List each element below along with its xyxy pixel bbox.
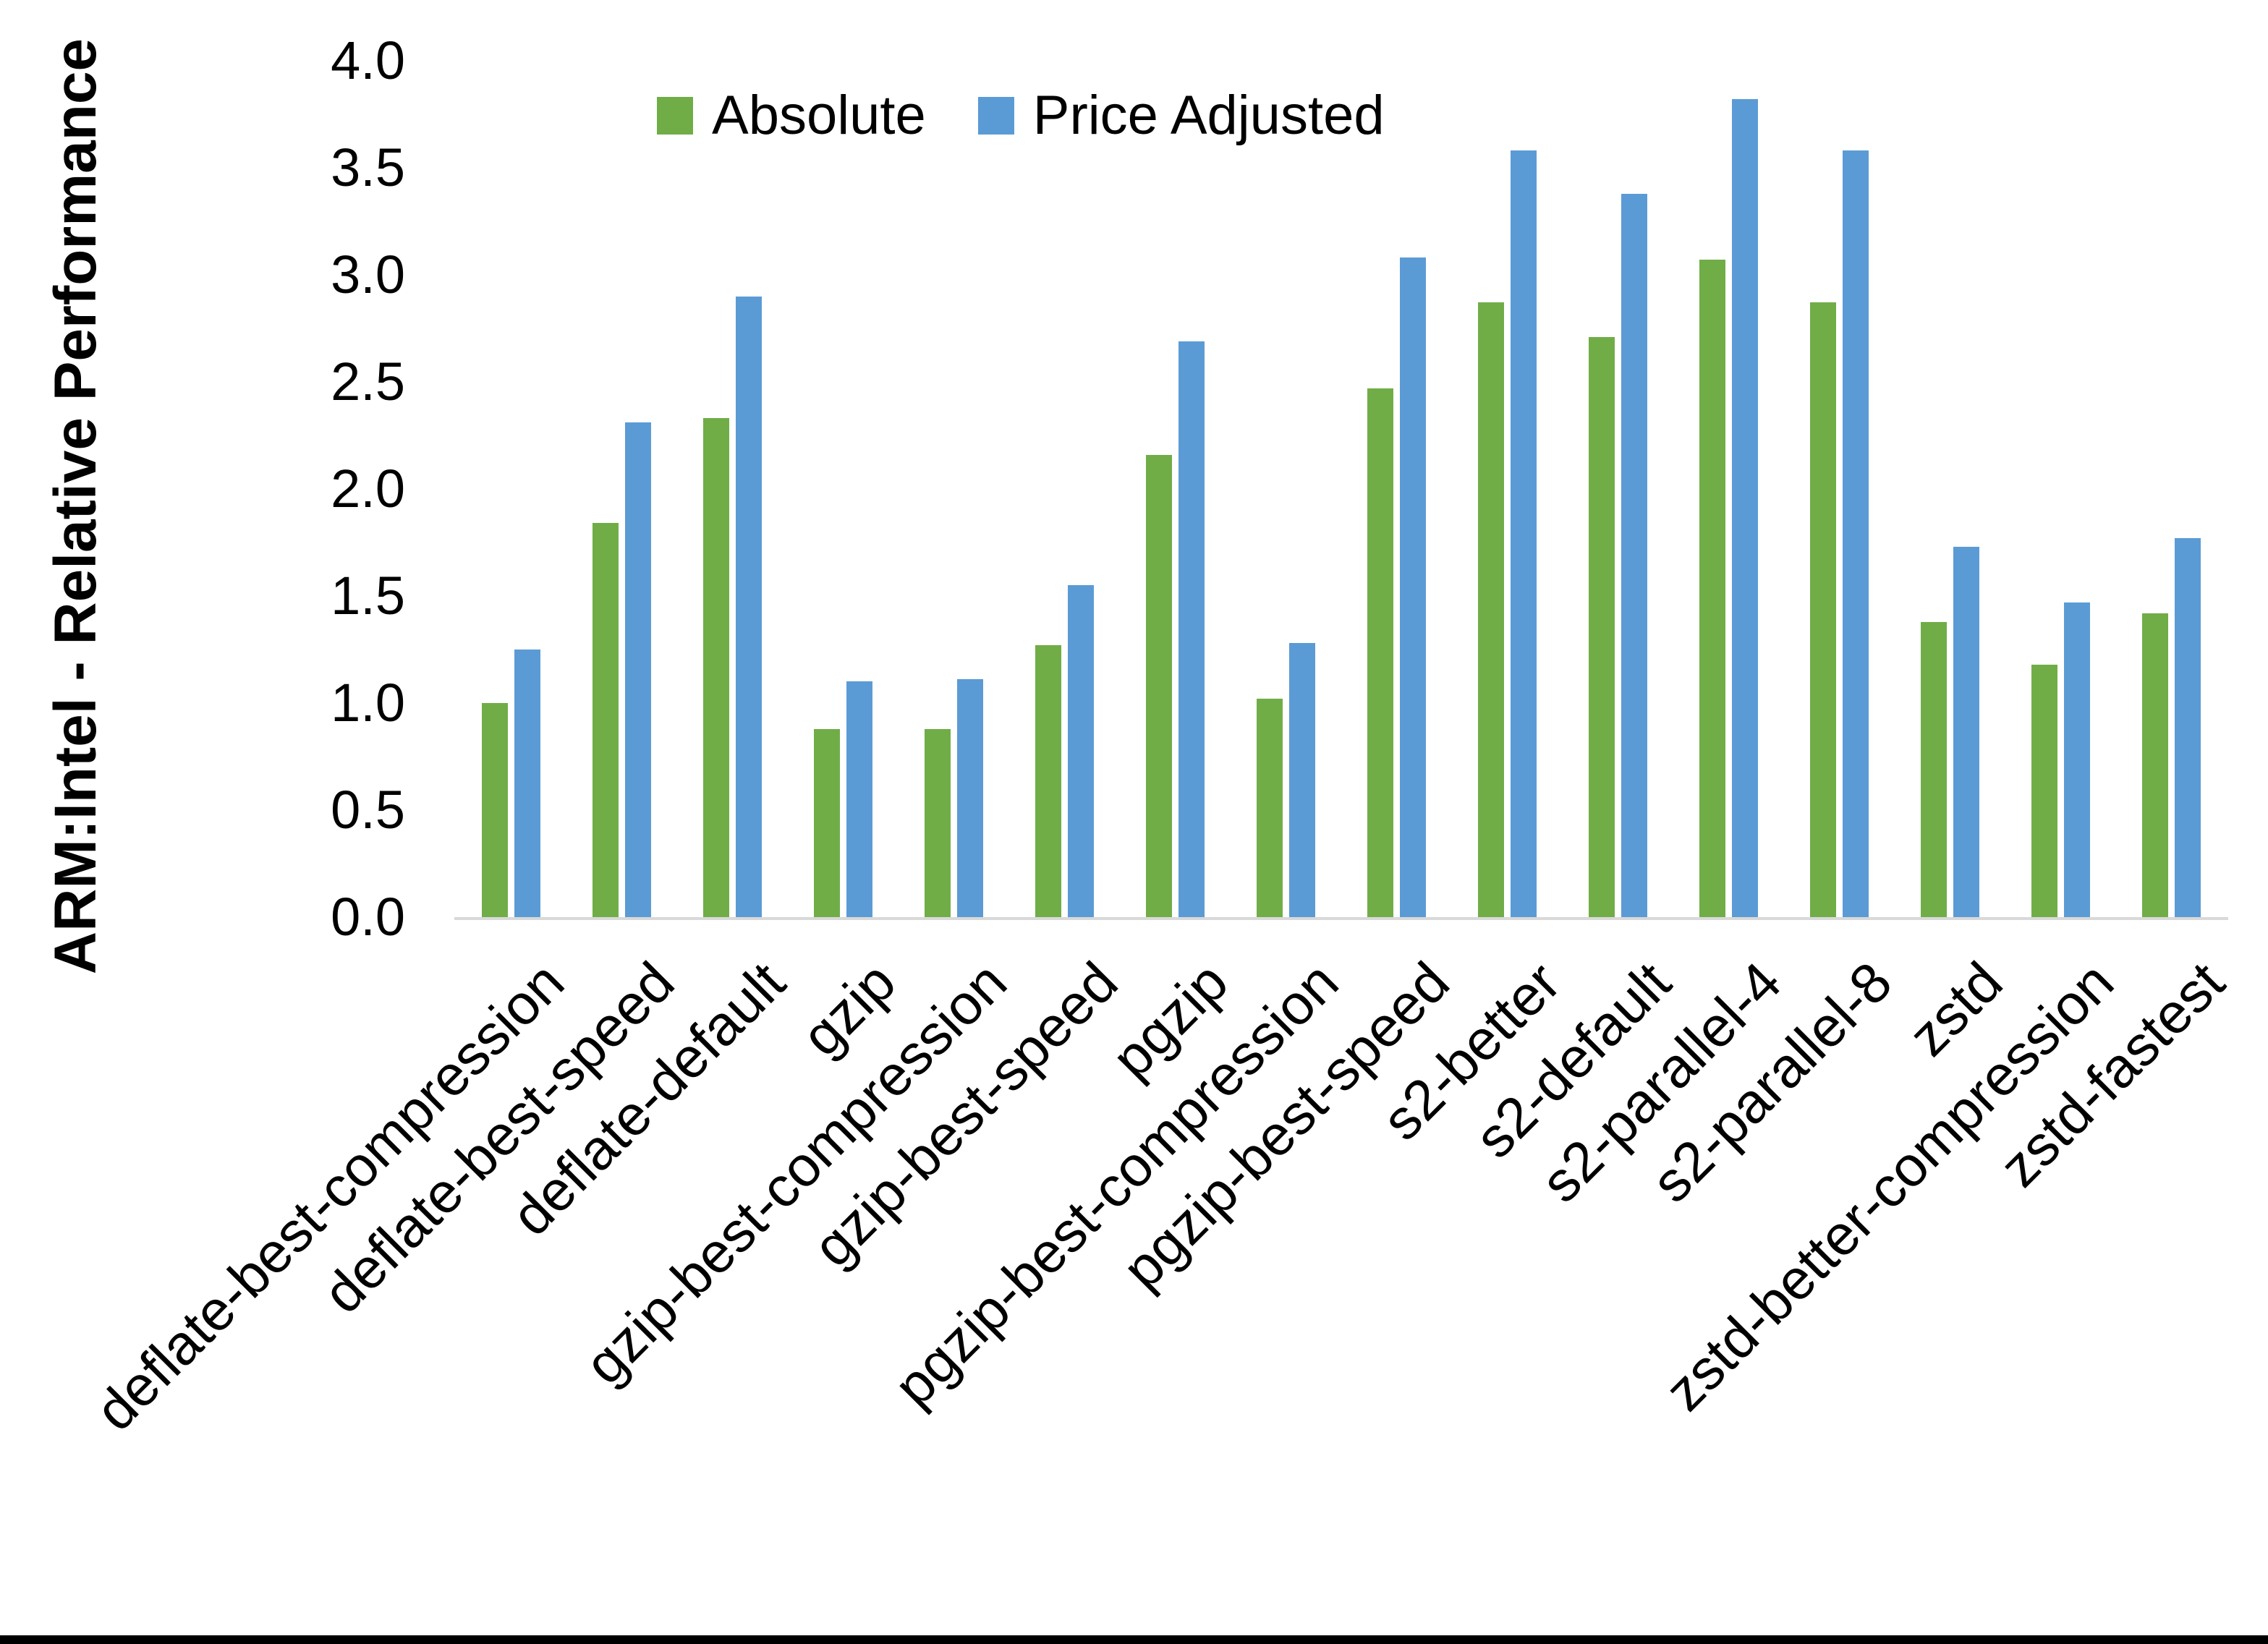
bar-absolute-gzip-best-compression xyxy=(925,729,951,917)
bar-price-adjusted-pgzip xyxy=(1178,341,1205,917)
y-tick-label: 0.0 xyxy=(331,887,405,947)
y-tick-label: 3.0 xyxy=(331,244,405,304)
bar-price-adjusted-s2-default xyxy=(1621,194,1647,917)
bar-absolute-deflate-default xyxy=(703,418,729,917)
bar-absolute-deflate-best-compression xyxy=(482,703,508,917)
y-tick-label: 1.5 xyxy=(331,566,405,626)
bar-price-adjusted-s2-better xyxy=(1511,150,1537,917)
bar-price-adjusted-deflate-default xyxy=(736,297,762,917)
legend-label: Absolute xyxy=(712,85,926,146)
bar-price-adjusted-pgzip-best-speed xyxy=(1400,257,1426,917)
bar-absolute-s2-parallel-4 xyxy=(1699,260,1725,917)
y-tick-label: 4.0 xyxy=(331,30,405,90)
bar-price-adjusted-gzip xyxy=(846,681,872,917)
bar-price-adjusted-s2-parallel-4 xyxy=(1732,99,1758,917)
bar-price-adjusted-s2-parallel-8 xyxy=(1843,150,1869,917)
y-tick-label: 3.5 xyxy=(331,137,405,197)
legend-item-absolute: Absolute xyxy=(657,85,926,146)
bar-absolute-s2-parallel-8 xyxy=(1810,302,1836,917)
bar-absolute-pgzip-best-speed xyxy=(1367,388,1393,917)
legend-item-price-adjusted: Price Adjusted xyxy=(977,85,1385,146)
bar-absolute-gzip xyxy=(814,729,840,917)
bar-price-adjusted-deflate-best-compression xyxy=(514,649,540,917)
legend-label: Price Adjusted xyxy=(1032,85,1385,146)
y-tick-label: 2.5 xyxy=(331,352,405,412)
bottom-border-bar xyxy=(0,1635,2268,1644)
bar-absolute-pgzip-best-compression xyxy=(1257,699,1283,917)
x-category-label: deflate-best-compression xyxy=(82,950,576,1443)
bar-price-adjusted-pgzip-best-compression xyxy=(1289,643,1315,917)
x-axis-line xyxy=(454,917,2228,920)
bar-price-adjusted-zstd-fastest xyxy=(2175,538,2201,917)
bar-absolute-zstd-better-compression xyxy=(2031,665,2057,917)
legend-swatch-icon xyxy=(977,97,1014,135)
bar-absolute-pgzip xyxy=(1146,455,1172,917)
bar-absolute-s2-better xyxy=(1478,302,1504,917)
bar-price-adjusted-gzip-best-compression xyxy=(957,679,983,917)
bar-absolute-zstd-fastest xyxy=(2142,613,2168,917)
bar-absolute-gzip-best-speed xyxy=(1035,645,1061,917)
legend: Absolute Price Adjusted xyxy=(657,85,1385,146)
y-tick-label: 2.0 xyxy=(331,459,405,519)
y-tick-label: 0.5 xyxy=(331,780,405,840)
bar-absolute-deflate-best-speed xyxy=(593,523,619,917)
bar-absolute-zstd xyxy=(1921,622,1947,917)
bar-price-adjusted-deflate-best-speed xyxy=(625,422,651,917)
y-tick-label: 1.0 xyxy=(331,673,405,733)
bar-price-adjusted-zstd xyxy=(1953,547,1979,917)
y-axis-title: ARM:Intel - Relative Performance xyxy=(43,38,109,975)
bar-price-adjusted-zstd-better-compression xyxy=(2064,602,2090,917)
legend-swatch-icon xyxy=(657,97,693,135)
bar-price-adjusted-gzip-best-speed xyxy=(1068,585,1094,917)
bar-absolute-s2-default xyxy=(1589,337,1615,917)
